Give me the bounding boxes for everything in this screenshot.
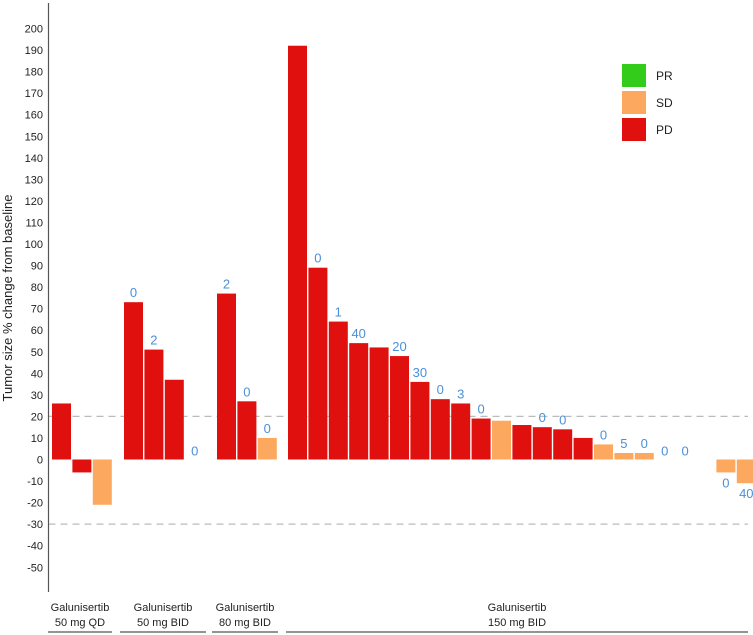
y-tick-label: 20	[31, 411, 43, 423]
y-tick-label: 80	[31, 282, 43, 294]
bar-data-label: 0	[130, 285, 137, 300]
y-tick-label: 120	[25, 196, 43, 208]
group-label-dose: 150 mg BID	[488, 617, 546, 629]
bar-pd	[217, 293, 236, 460]
legend-swatch-pd	[622, 118, 646, 141]
group-label-dose: 80 mg BID	[219, 617, 271, 629]
bar-data-label: 0	[437, 382, 444, 397]
bar-data-label: 0	[243, 384, 250, 399]
bar-pd	[451, 403, 471, 460]
bar-pd	[512, 425, 532, 460]
y-tick-label: 110	[25, 217, 43, 229]
y-tick-label: 160	[25, 110, 43, 122]
y-tick-label: 170	[25, 88, 43, 100]
y-tick-label: 50	[31, 347, 43, 359]
bar-data-label: 0	[559, 412, 566, 427]
bar-pd	[124, 302, 143, 460]
y-axis-label: Tumor size % change from baseline	[0, 195, 15, 402]
legend-swatch-sd	[622, 91, 646, 114]
group-label-drug: Galunisertib	[216, 602, 275, 614]
bar-data-label: 0	[539, 410, 546, 425]
y-tick-label: 200	[25, 24, 43, 36]
bar-sd	[716, 459, 736, 473]
bar-pd	[430, 399, 450, 460]
bar-data-label: 0	[314, 251, 321, 266]
bar-sd	[257, 437, 277, 460]
y-tick-label: -10	[27, 476, 43, 488]
y-tick-label: 40	[31, 368, 43, 380]
bar-pd	[349, 343, 369, 460]
y-tick-label: -50	[27, 562, 43, 574]
y-tick-label: -30	[27, 519, 43, 531]
bar-data-label: 5	[620, 436, 627, 451]
y-tick-label: 130	[25, 174, 43, 186]
bar-pd	[410, 381, 430, 460]
y-tick-label: 30	[31, 390, 43, 402]
y-tick-label: -20	[27, 498, 43, 510]
bar-data-label: 3	[457, 386, 464, 401]
legend: PR SD PD	[622, 64, 673, 141]
bar-pd	[390, 356, 409, 460]
bar-sd	[736, 459, 753, 484]
y-axis: 2001901801701601501401301201101009080706…	[25, 3, 50, 592]
bar-pd	[369, 347, 389, 460]
bar-pd	[308, 267, 328, 460]
y-tick-label: 100	[25, 239, 43, 251]
bar-pd	[328, 321, 348, 460]
bar-sd	[634, 453, 654, 460]
bar-pd	[573, 437, 593, 460]
bar-data-label: 40	[351, 326, 365, 341]
bar-data-label: 0	[722, 475, 729, 490]
y-tick-label: -40	[27, 541, 43, 553]
legend-label: PD	[656, 123, 673, 137]
bar-data-label: 0	[191, 444, 198, 459]
group-label-drug: Galunisertib	[488, 602, 547, 614]
group-label-dose: 50 mg QD	[55, 617, 105, 629]
bar-sd	[492, 420, 511, 460]
y-tick-label: 10	[31, 433, 43, 445]
y-tick-label: 140	[25, 153, 43, 165]
group-label-drug: Galunisertib	[51, 602, 110, 614]
y-tick-label: 180	[25, 67, 43, 79]
bar-data-label: 0	[264, 421, 271, 436]
bar-data-label: 2	[223, 277, 230, 292]
bar-data-label: 1	[335, 305, 342, 320]
bar-pd	[532, 427, 552, 460]
bar-data-label: 0	[661, 444, 668, 459]
bar-data-label: 0	[681, 444, 688, 459]
bar-data-label: 30	[413, 365, 427, 380]
bar-pd	[144, 349, 164, 460]
bar-pd	[164, 379, 184, 460]
bar-pd	[52, 403, 71, 460]
bar-pd	[237, 401, 257, 460]
y-tick-label: 90	[31, 261, 43, 273]
bar-pd	[553, 429, 573, 460]
y-tick-label: 60	[31, 325, 43, 337]
y-tick-label: 150	[25, 131, 43, 143]
legend-swatch-pr	[622, 64, 646, 87]
bar-pd	[288, 45, 307, 460]
bar-pd	[471, 418, 491, 460]
y-tick-label: 190	[25, 45, 43, 57]
bar-data-label: 2	[150, 333, 157, 348]
legend-label: PR	[656, 69, 673, 83]
bar-data-label: 40	[739, 486, 753, 501]
group-label-drug: Galunisertib	[134, 602, 193, 614]
y-tick-label: 0	[37, 455, 43, 467]
bar-sd	[594, 444, 613, 460]
bar-data-label: 20	[392, 339, 406, 354]
bars	[52, 45, 753, 505]
y-tick-label: 70	[31, 304, 43, 316]
bar-sd	[614, 453, 634, 460]
bar-data-label: 0	[600, 427, 607, 442]
group-label-dose: 50 mg BID	[137, 617, 189, 629]
bar-sd	[92, 459, 112, 505]
bar-pd	[72, 459, 92, 473]
bar-data-label: 0	[641, 436, 648, 451]
bar-data-label: 0	[477, 402, 484, 417]
group-labels: Galunisertib 50 mg QD Galunisertib 50 mg BI…	[48, 602, 748, 633]
bar-labels: 0202000140203003000050000400	[130, 251, 753, 502]
legend-label: SD	[656, 96, 673, 110]
